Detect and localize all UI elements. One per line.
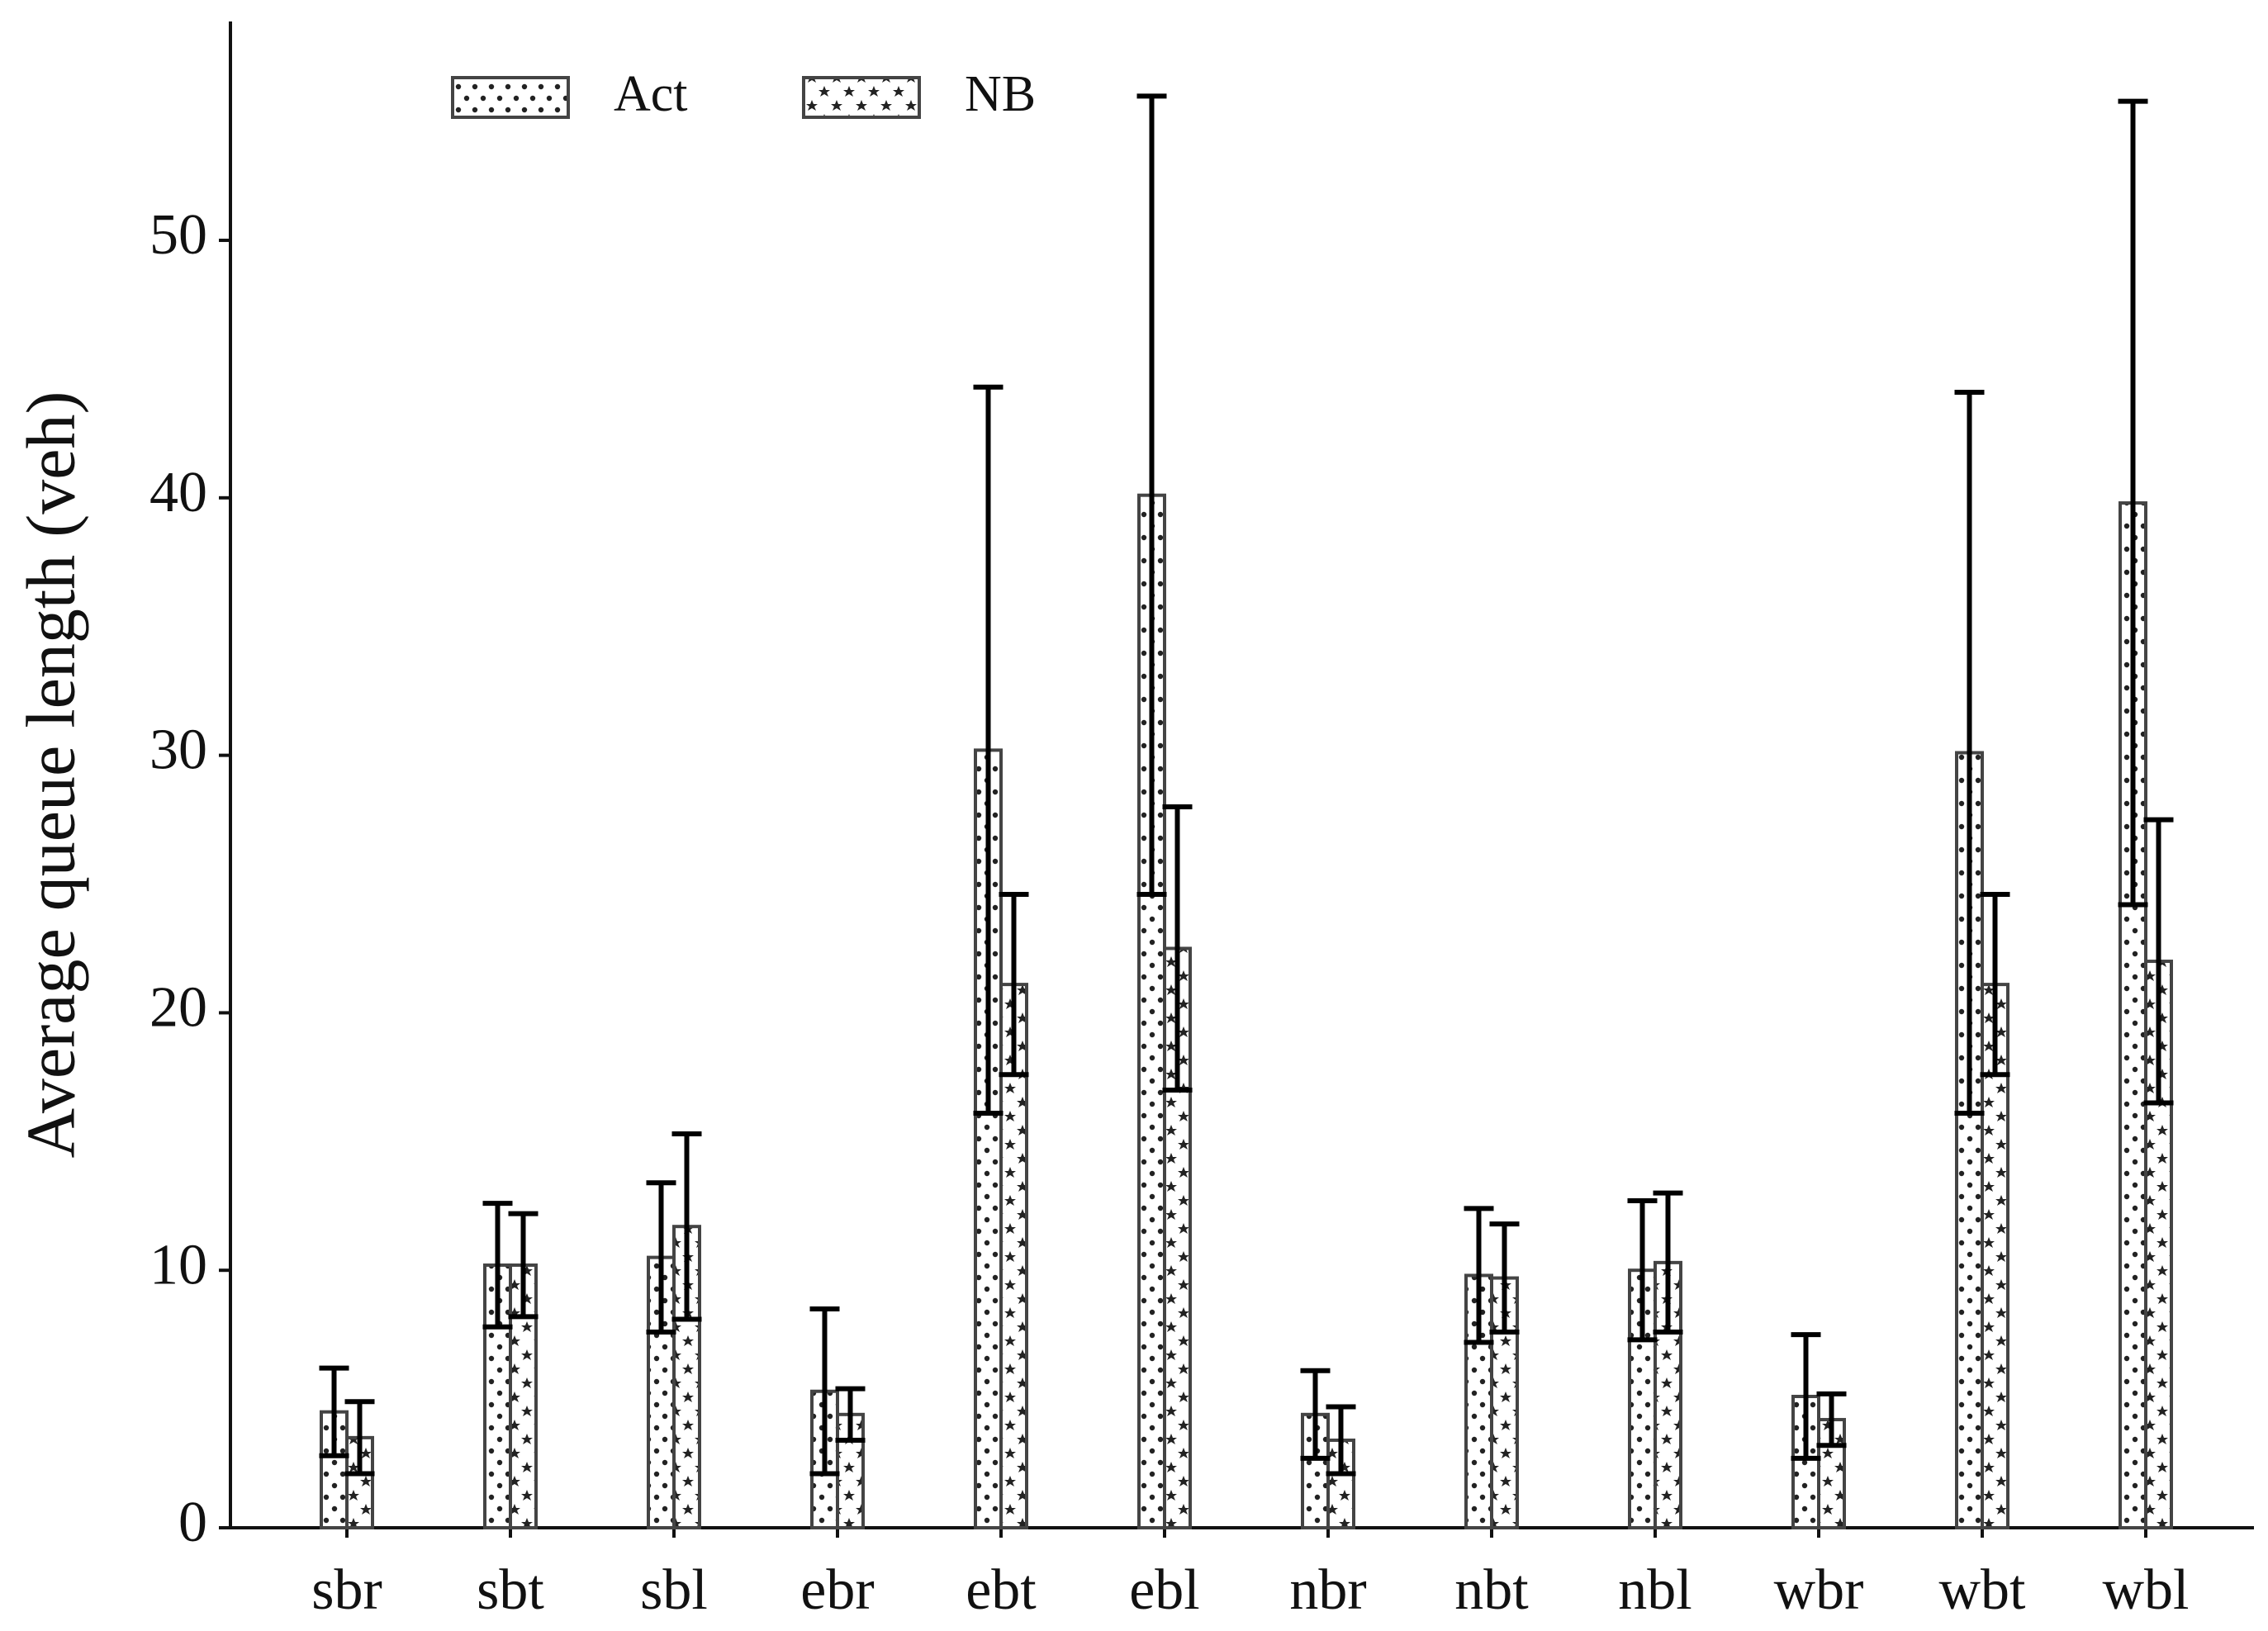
y-axis-label: Average queue length (veh)	[12, 391, 89, 1158]
error-bar	[1816, 1391, 1847, 1448]
y-tick-label: 0	[178, 1491, 207, 1554]
error-bar	[999, 891, 1029, 1078]
x-tick-label: sbr	[311, 1558, 382, 1622]
legend-swatch	[802, 76, 921, 119]
error-bar	[2143, 817, 2174, 1106]
error-bar	[1326, 1404, 1356, 1477]
error-bar	[344, 1399, 375, 1477]
x-tick-label: wbt	[1939, 1558, 2027, 1622]
legend-swatch	[451, 76, 570, 119]
error-bar	[508, 1211, 539, 1320]
y-tick-label: 10	[149, 1233, 207, 1297]
error-bar	[835, 1386, 866, 1443]
error-bar	[1791, 1332, 1821, 1461]
x-tick-label: wbl	[2103, 1558, 2190, 1622]
legend-label: Act	[614, 66, 688, 122]
x-tick-label: nbt	[1454, 1558, 1529, 1622]
x-tick-label: ebl	[1129, 1558, 1200, 1622]
x-tick-label: ebt	[966, 1558, 1037, 1622]
x-tick-label: sbl	[640, 1558, 708, 1622]
x-tick-label: sbt	[477, 1558, 544, 1622]
error-bar	[646, 1180, 676, 1335]
y-tick-label: 50	[149, 203, 207, 267]
x-tick-label: wbr	[1774, 1558, 1864, 1622]
error-bar	[1980, 891, 2010, 1078]
error-bar	[2118, 98, 2148, 908]
error-bar	[482, 1201, 513, 1330]
error-bar	[1136, 93, 1167, 897]
x-tick-label: nbr	[1289, 1558, 1366, 1622]
x-tick-label: ebr	[800, 1558, 874, 1622]
error-bar	[671, 1131, 702, 1322]
error-bar	[809, 1306, 840, 1477]
error-bar	[1162, 804, 1193, 1093]
error-bar	[1489, 1221, 1520, 1335]
error-bar	[1954, 389, 1985, 1117]
error-bar	[1627, 1198, 1658, 1343]
y-tick-label: 30	[149, 718, 207, 782]
legend-label: NB	[965, 66, 1036, 122]
error-bar	[1300, 1368, 1331, 1461]
y-tick-label: 20	[149, 975, 207, 1039]
error-bar	[1464, 1206, 1494, 1345]
error-bar	[973, 384, 1004, 1117]
error-bar	[1653, 1190, 1683, 1335]
error-bar	[319, 1365, 349, 1458]
bar	[1654, 1260, 1682, 1530]
x-tick-label: nbl	[1618, 1558, 1692, 1622]
y-tick-label: 40	[149, 461, 207, 524]
